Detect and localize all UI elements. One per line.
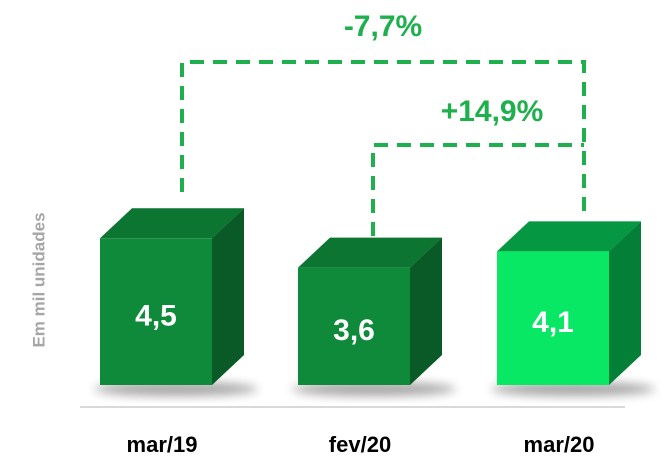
value-label: 4,1 [532, 306, 574, 339]
bar-side-shade [609, 221, 641, 385]
bar [298, 267, 410, 385]
bar-shadow [491, 382, 655, 396]
y-axis-label: Em mil unidades [29, 212, 48, 347]
bracket-long [180, 60, 586, 214]
bar-top-shade [298, 237, 442, 268]
annotation: +14,9% [441, 95, 544, 128]
bar-top [497, 221, 641, 252]
x-tick-label: fev/20 [329, 432, 391, 457]
bar-side [410, 237, 442, 385]
bar-side [609, 221, 641, 385]
bar [100, 238, 212, 385]
bar-top-shade [100, 208, 244, 239]
bar-top [298, 237, 442, 268]
bar-top-shade [497, 221, 641, 252]
change-brackets [180, 60, 586, 236]
bracket-short [371, 143, 584, 236]
x-tick-label: mar/19 [127, 432, 198, 457]
bar-shadow [94, 382, 258, 396]
bar [497, 251, 609, 385]
value-label: 3,6 [333, 314, 375, 347]
bar-top [100, 208, 244, 239]
bar-side [212, 208, 244, 385]
bar-side-shade [410, 237, 442, 385]
bar-side-shade [212, 208, 244, 385]
value-label: 4,5 [135, 300, 177, 333]
x-tick-label: mar/20 [524, 432, 595, 457]
annotation: -7,7% [344, 10, 422, 43]
bar-shadow [292, 382, 456, 396]
